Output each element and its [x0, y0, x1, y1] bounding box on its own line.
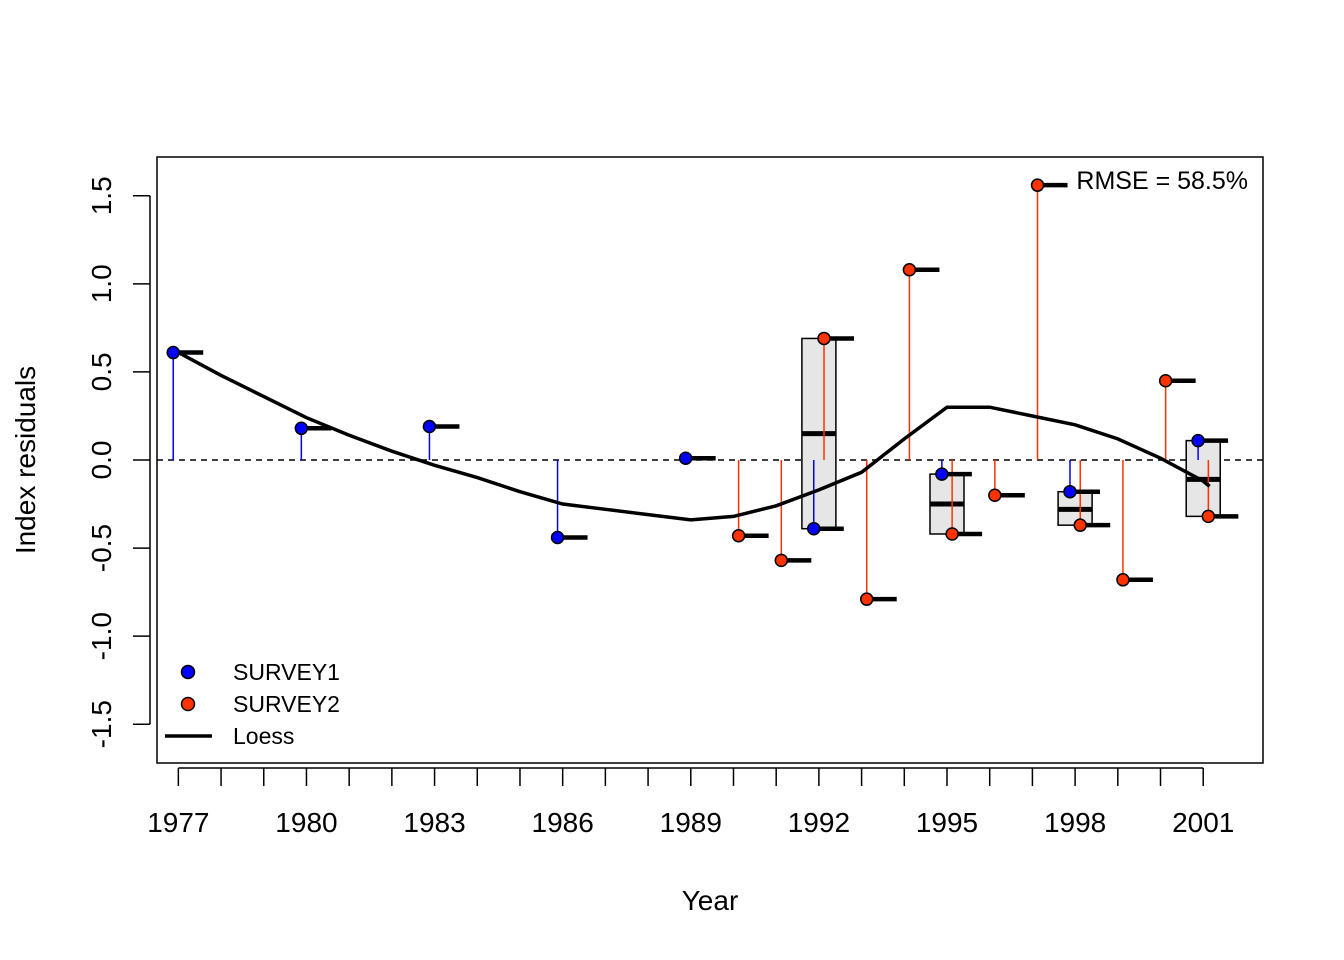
x-tick-label: 1986	[532, 807, 594, 838]
y-tick-label: -1.0	[86, 612, 117, 660]
survey2-point	[1158, 373, 1173, 388]
x-tick-label: 1977	[147, 807, 209, 838]
survey2-point	[988, 488, 1002, 502]
survey2-point	[817, 331, 831, 346]
survey1-point	[294, 421, 309, 436]
y-tick-label: -1.5	[86, 700, 117, 748]
survey2-point	[1116, 573, 1130, 587]
survey2-point	[1073, 518, 1087, 532]
x-tick-label: 2001	[1172, 807, 1234, 838]
y-tick-label: 0.0	[86, 441, 117, 480]
y-tick-label: 0.5	[86, 352, 117, 391]
legend-survey1-swatch	[180, 664, 196, 680]
plot-frame	[156, 156, 1264, 764]
survey1-point	[935, 467, 949, 481]
x-tick-label: 1983	[403, 807, 465, 838]
survey2-point	[1030, 178, 1045, 192]
survey2-point	[859, 592, 874, 606]
x-tick-label: 1989	[660, 807, 722, 838]
rmse-annotation: RMSE = 58.5%	[1076, 167, 1248, 195]
survey1-point	[166, 345, 180, 360]
y-axis-label: Index residuals	[10, 366, 41, 554]
y-tick-label: 1.5	[86, 176, 117, 215]
legend: SURVEY1 SURVEY2 Loess	[165, 659, 340, 749]
survey1-point	[678, 451, 693, 465]
legend-label: SURVEY2	[233, 691, 340, 717]
x-tick-label: 1998	[1044, 807, 1106, 838]
survey1-point	[807, 521, 821, 536]
x-tick-label: 1980	[275, 807, 337, 838]
loess-line	[177, 350, 1211, 522]
x-axis-label: Year	[682, 885, 739, 916]
survey1-point	[1063, 484, 1077, 499]
survey2-point	[902, 262, 917, 277]
legend-survey2-swatch	[180, 696, 196, 712]
survey2-point	[945, 527, 959, 541]
survey1-point	[1191, 433, 1205, 448]
x-tick-label: 1992	[788, 807, 850, 838]
survey1-point	[550, 530, 565, 545]
x-tick-label: 1995	[916, 807, 978, 838]
survey2-point	[1201, 509, 1216, 524]
legend-label: Loess	[233, 723, 294, 749]
survey2-point	[731, 529, 746, 543]
legend-label: SURVEY1	[233, 659, 340, 685]
y-tick-label: -0.5	[86, 524, 117, 572]
survey2-point	[774, 553, 789, 568]
y-tick-label: 1.0	[86, 264, 117, 303]
survey1-point	[422, 419, 437, 434]
